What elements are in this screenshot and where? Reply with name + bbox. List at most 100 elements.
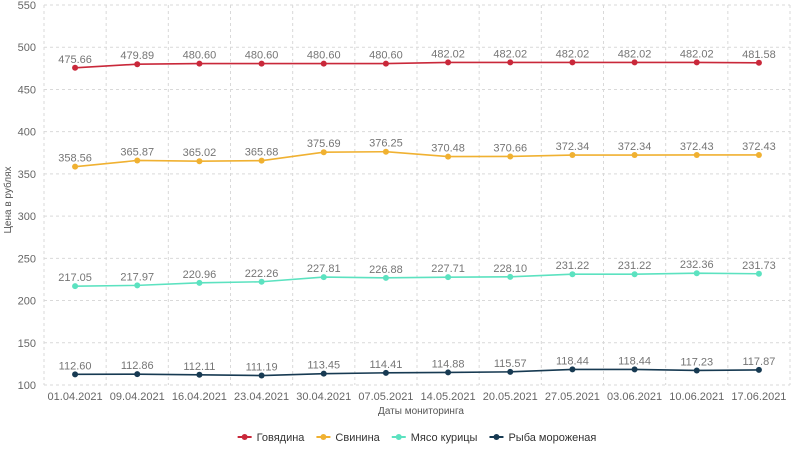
data-point — [693, 270, 700, 277]
data-point — [755, 366, 762, 373]
y-tick-label: 450 — [18, 84, 36, 96]
x-tick-label: 20.05.2021 — [483, 391, 538, 403]
data-point — [258, 60, 265, 67]
data-label: 376.25 — [369, 138, 403, 150]
y-tick-label: 100 — [18, 380, 36, 392]
x-axis-ticks: 01.04.2021 09.04.2021 16.04.2021 23.04.2021… — [48, 391, 787, 403]
data-point — [569, 59, 576, 66]
data-point — [445, 59, 452, 66]
y-tick-label: 500 — [18, 42, 36, 54]
x-tick-label: 07.05.2021 — [358, 391, 413, 403]
data-labels: 475.66 479.89 480.60 480.60 480.60 480.60 482.… — [58, 48, 775, 373]
data-label: 227.71 — [431, 263, 465, 275]
y-tick-label: 200 — [18, 296, 36, 308]
data-label: 480.60 — [307, 50, 341, 62]
x-tick-label: 27.05.2021 — [545, 391, 600, 403]
data-point — [382, 369, 389, 376]
data-label: 112.60 — [59, 360, 92, 372]
data-point — [320, 274, 327, 281]
series-group — [72, 59, 762, 379]
data-point — [693, 367, 700, 374]
data-label: 217.05 — [58, 272, 92, 284]
x-tick-label: 17.06.2021 — [731, 391, 786, 403]
data-label: 372.43 — [742, 141, 776, 153]
x-tick-label: 01.04.2021 — [48, 391, 103, 403]
legend-marker-dot — [241, 434, 248, 440]
data-label: 115.57 — [494, 358, 527, 370]
data-label: 482.02 — [618, 48, 652, 60]
series-line — [75, 61, 759, 69]
data-point — [631, 271, 638, 278]
data-point — [507, 368, 514, 375]
legend-item[interactable]: Свинина — [316, 432, 381, 444]
x-tick-label: 30.04.2021 — [296, 391, 351, 403]
data-point — [134, 157, 141, 164]
data-label: 475.66 — [58, 54, 92, 66]
data-point — [72, 283, 79, 290]
data-label: 226.88 — [369, 264, 403, 276]
series-line — [75, 150, 759, 168]
data-label: 112.11 — [183, 361, 215, 373]
data-point — [196, 158, 203, 165]
y-tick-label: 350 — [18, 169, 36, 181]
data-label: 112.86 — [121, 360, 154, 372]
data-label: 482.02 — [556, 48, 590, 60]
legend-label: Говядина — [257, 432, 306, 444]
data-label: 358.56 — [58, 153, 92, 165]
data-label: 231.22 — [618, 260, 652, 272]
data-label: 372.34 — [618, 141, 652, 153]
data-point — [569, 366, 576, 373]
data-point — [631, 59, 638, 66]
x-tick-label: 16.04.2021 — [172, 391, 227, 403]
data-label: 114.88 — [432, 358, 465, 370]
data-point — [258, 372, 265, 379]
data-point — [320, 60, 327, 67]
data-label: 482.02 — [431, 48, 465, 60]
data-point — [445, 274, 452, 281]
data-label: 118.44 — [618, 355, 651, 367]
y-tick-label: 300 — [18, 211, 36, 223]
data-label: 479.89 — [120, 50, 154, 62]
data-label: 480.60 — [369, 50, 403, 62]
data-label: 231.73 — [742, 260, 776, 272]
data-label: 480.60 — [183, 50, 217, 62]
data-label: 232.36 — [680, 259, 714, 271]
x-tick-label: 03.06.2021 — [607, 391, 662, 403]
y-tick-label: 400 — [18, 127, 36, 139]
data-point — [320, 370, 327, 377]
data-point — [755, 59, 762, 66]
data-point — [507, 59, 514, 66]
legend-label: Свинина — [335, 432, 380, 444]
y-tick-label: 250 — [18, 253, 36, 265]
data-label: 372.34 — [556, 141, 590, 153]
data-label: 113.45 — [307, 360, 340, 372]
data-point — [72, 64, 79, 71]
data-point — [507, 273, 514, 280]
grid — [43, 4, 791, 386]
series-line — [75, 368, 759, 377]
data-point — [134, 61, 141, 68]
data-label: 370.48 — [431, 143, 465, 155]
data-point — [382, 148, 389, 155]
x-tick-label: 10.06.2021 — [669, 391, 724, 403]
legend-item[interactable]: Мясо курицы — [391, 432, 478, 444]
data-label: 365.87 — [120, 146, 154, 158]
series-line — [75, 272, 759, 287]
data-label: 118.44 — [556, 355, 589, 367]
data-point — [445, 369, 452, 376]
legend-label: Мясо курицы — [411, 432, 478, 444]
legend-item[interactable]: Рыба мороженая — [489, 432, 596, 444]
data-point — [134, 282, 141, 289]
legend-marker-dot — [493, 434, 500, 440]
data-point — [320, 149, 327, 156]
data-point — [755, 270, 762, 277]
data-label: 481.58 — [742, 49, 776, 61]
data-label: 365.02 — [183, 147, 217, 159]
data-label: 482.02 — [493, 48, 527, 60]
data-label: 365.68 — [245, 147, 279, 159]
x-tick-label: 09.04.2021 — [110, 391, 165, 403]
legend-item[interactable]: Говядина — [237, 432, 306, 444]
y-tick-label: 550 — [18, 0, 36, 12]
legend-marker-dot — [320, 434, 327, 440]
data-point — [631, 152, 638, 159]
